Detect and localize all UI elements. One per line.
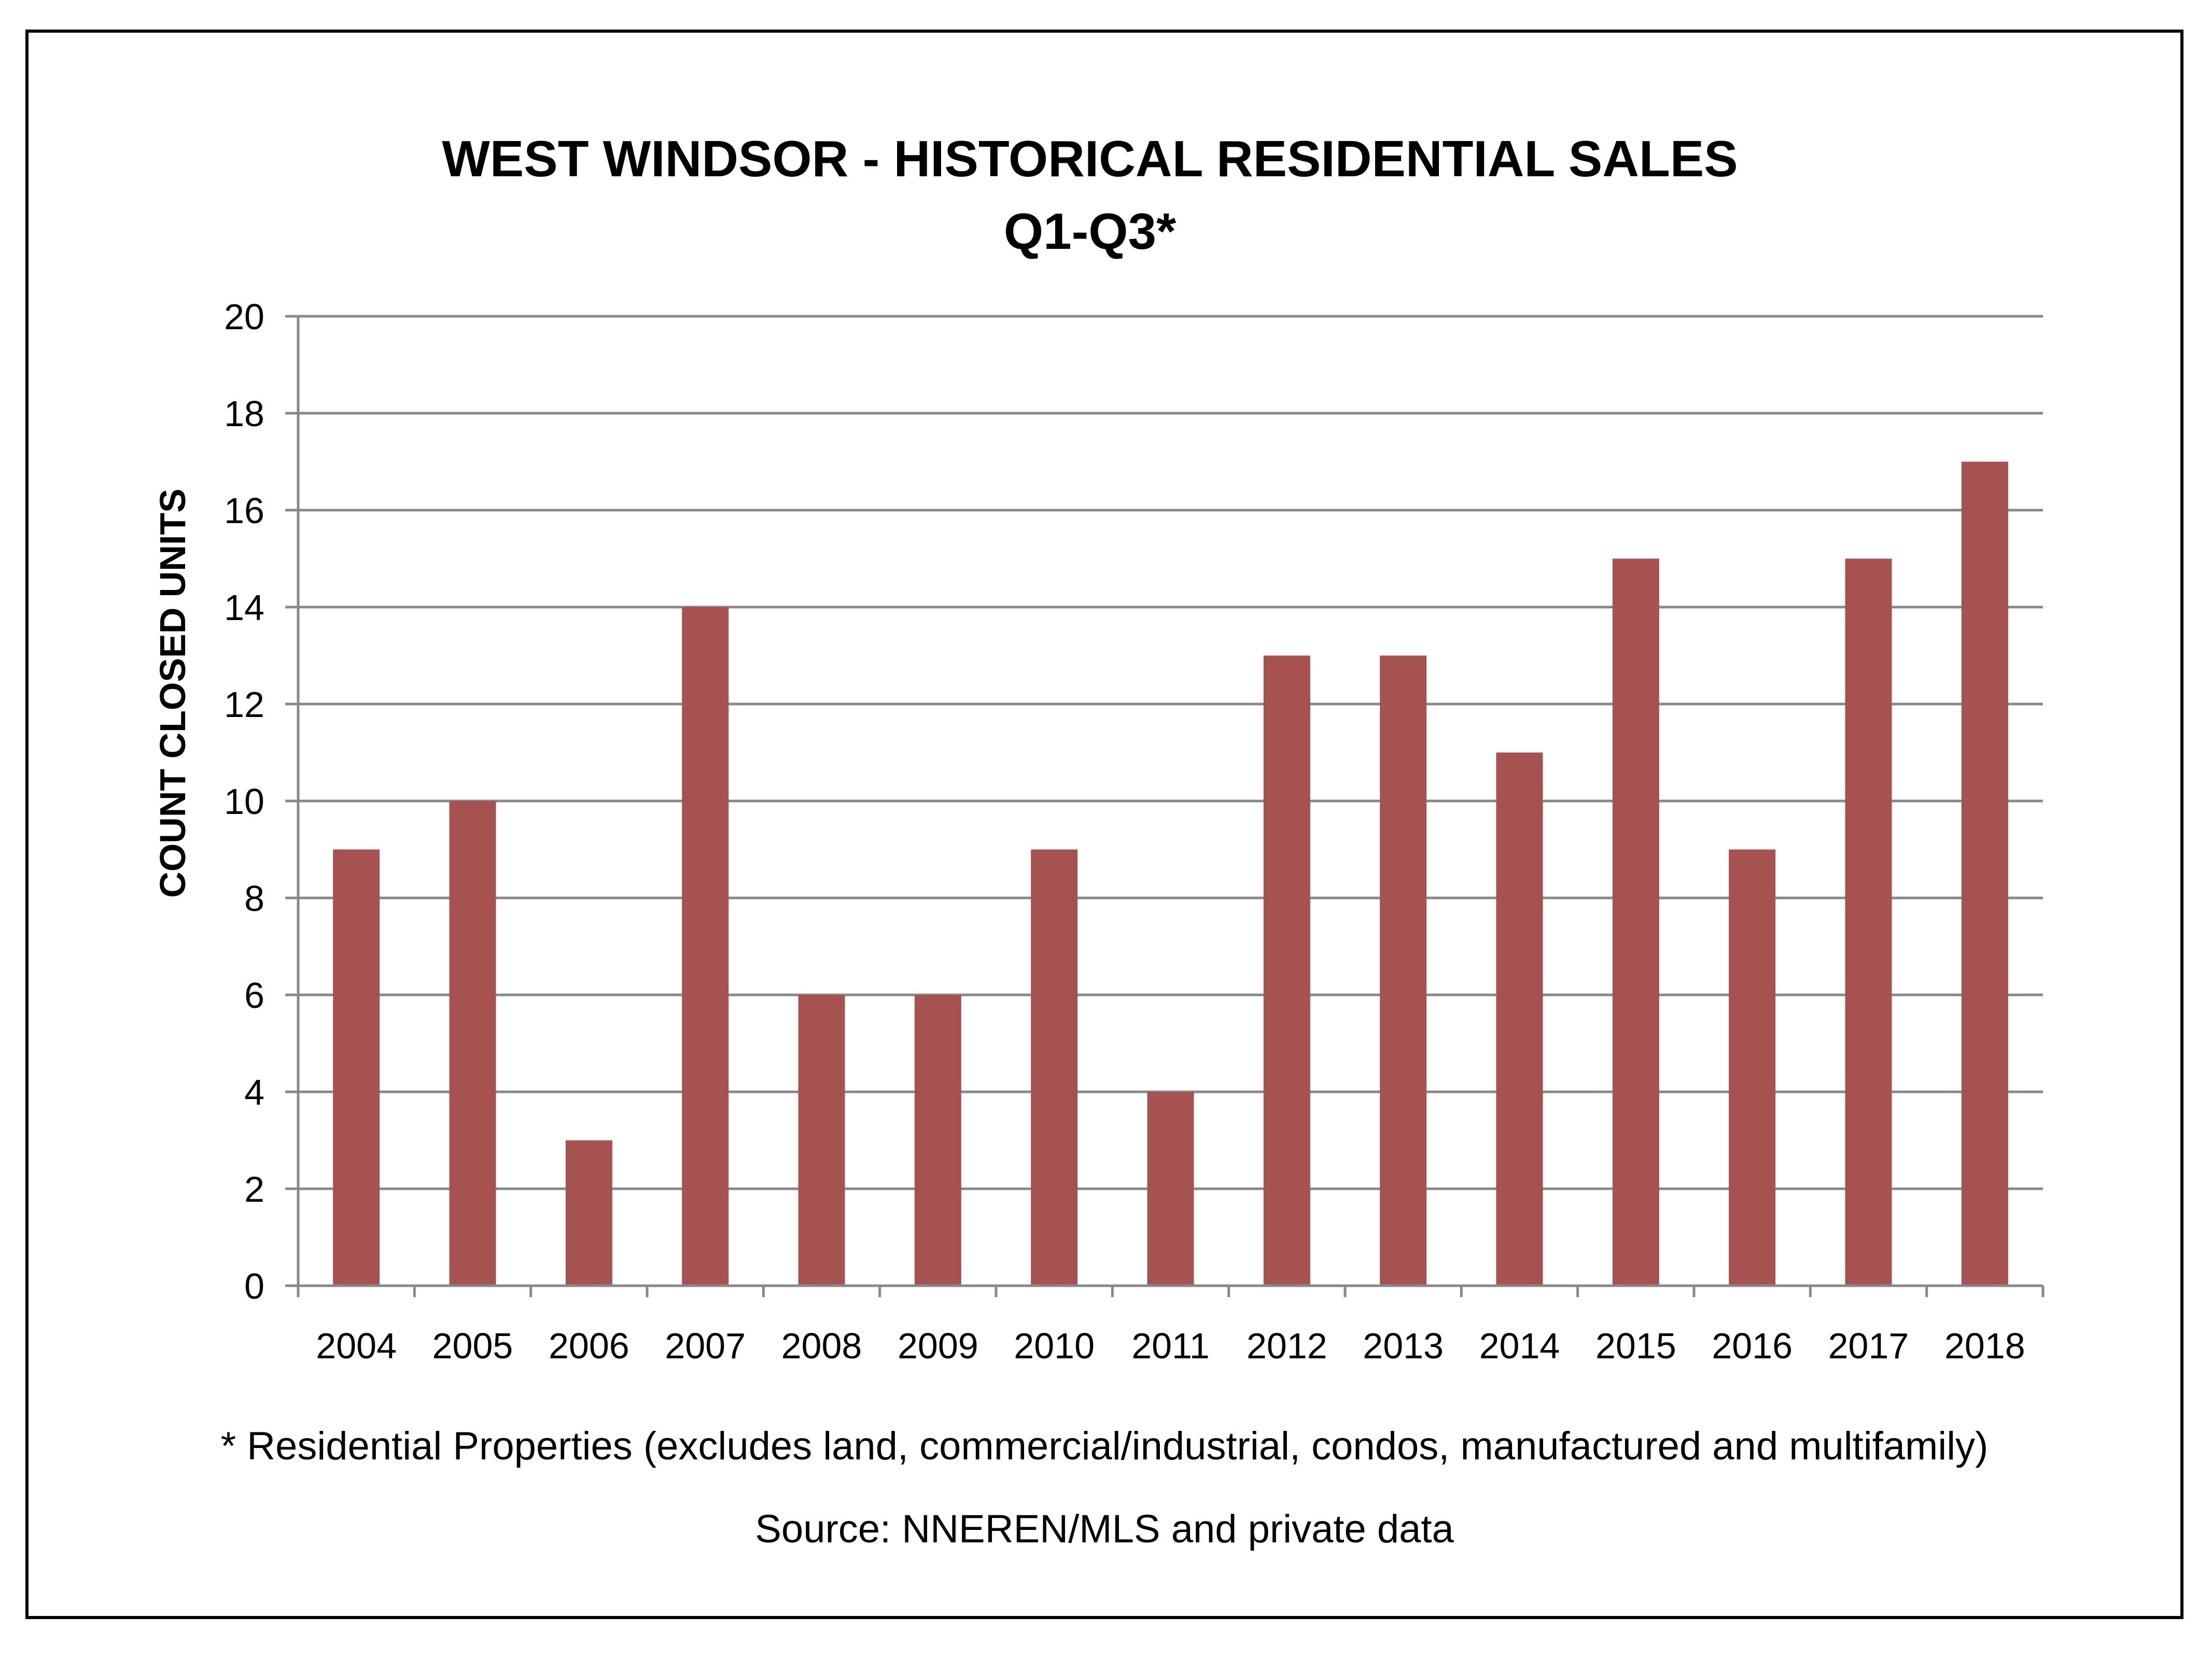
bar bbox=[1612, 558, 1659, 1286]
x-tick-label: 2007 bbox=[665, 1326, 746, 1366]
bar bbox=[682, 607, 729, 1286]
footnote: * Residential Properties (excludes land,… bbox=[221, 1424, 1989, 1468]
x-tick-label: 2008 bbox=[781, 1326, 862, 1366]
y-tick-label: 10 bbox=[224, 781, 264, 822]
bar bbox=[1263, 655, 1310, 1286]
bar bbox=[1031, 849, 1078, 1286]
axes bbox=[285, 315, 2045, 1297]
y-tick-labels: 0 2 4 6 8 10 12 14 16 18 20 bbox=[224, 297, 264, 1306]
y-tick-label: 0 bbox=[244, 1266, 264, 1306]
y-tick-label: 4 bbox=[244, 1072, 264, 1113]
y-tick-label: 12 bbox=[224, 684, 264, 725]
x-tick-label: 2018 bbox=[1944, 1326, 2025, 1366]
bar bbox=[565, 1140, 612, 1286]
bar bbox=[333, 849, 380, 1286]
bar bbox=[1845, 558, 1892, 1286]
y-tick-label: 20 bbox=[224, 297, 264, 337]
bar bbox=[1147, 1092, 1194, 1286]
gridlines bbox=[298, 315, 2043, 1190]
bar-series bbox=[333, 461, 2008, 1286]
x-tick-label: 2006 bbox=[549, 1326, 629, 1366]
x-tick-label: 2005 bbox=[432, 1326, 513, 1366]
y-tick-label: 18 bbox=[224, 393, 264, 434]
y-tick-label: 8 bbox=[244, 878, 264, 919]
x-tick-label: 2004 bbox=[316, 1326, 397, 1366]
x-tick-label: 2015 bbox=[1595, 1326, 1676, 1366]
chart-subtitle: Q1-Q3* bbox=[1004, 203, 1177, 260]
bar bbox=[1729, 849, 1776, 1286]
y-tick-label: 2 bbox=[244, 1169, 264, 1210]
x-tick-label: 2012 bbox=[1247, 1326, 1327, 1366]
x-tick-label: 2010 bbox=[1014, 1326, 1095, 1366]
y-tick-label: 14 bbox=[224, 587, 264, 628]
bar bbox=[914, 995, 961, 1286]
x-tick-label: 2014 bbox=[1479, 1326, 1560, 1366]
bar bbox=[449, 801, 496, 1286]
x-tick-label: 2013 bbox=[1363, 1326, 1444, 1366]
bar bbox=[1380, 655, 1427, 1286]
y-tick-label: 6 bbox=[244, 975, 264, 1016]
bar bbox=[1961, 461, 2008, 1286]
chart-title: WEST WINDSOR - HISTORICAL RESIDENTIAL SA… bbox=[442, 130, 1738, 187]
chart-frame bbox=[25, 30, 2183, 1619]
bar bbox=[1496, 752, 1543, 1286]
x-tick-labels: 2004 2005 2006 2007 2008 2009 2010 2011 2012 2013… bbox=[316, 1326, 2025, 1366]
x-tick-label: 2017 bbox=[1828, 1326, 1909, 1366]
x-tick-label: 2011 bbox=[1131, 1326, 1210, 1366]
x-tick-label: 2016 bbox=[1712, 1326, 1793, 1366]
x-tick-label: 2009 bbox=[898, 1326, 978, 1366]
y-tick-label: 16 bbox=[224, 490, 264, 531]
y-axis-label: COUNT CLOSED UNITS bbox=[152, 488, 193, 897]
source-note: Source: NNEREN/MLS and private data bbox=[755, 1507, 1454, 1551]
bar bbox=[798, 995, 845, 1286]
